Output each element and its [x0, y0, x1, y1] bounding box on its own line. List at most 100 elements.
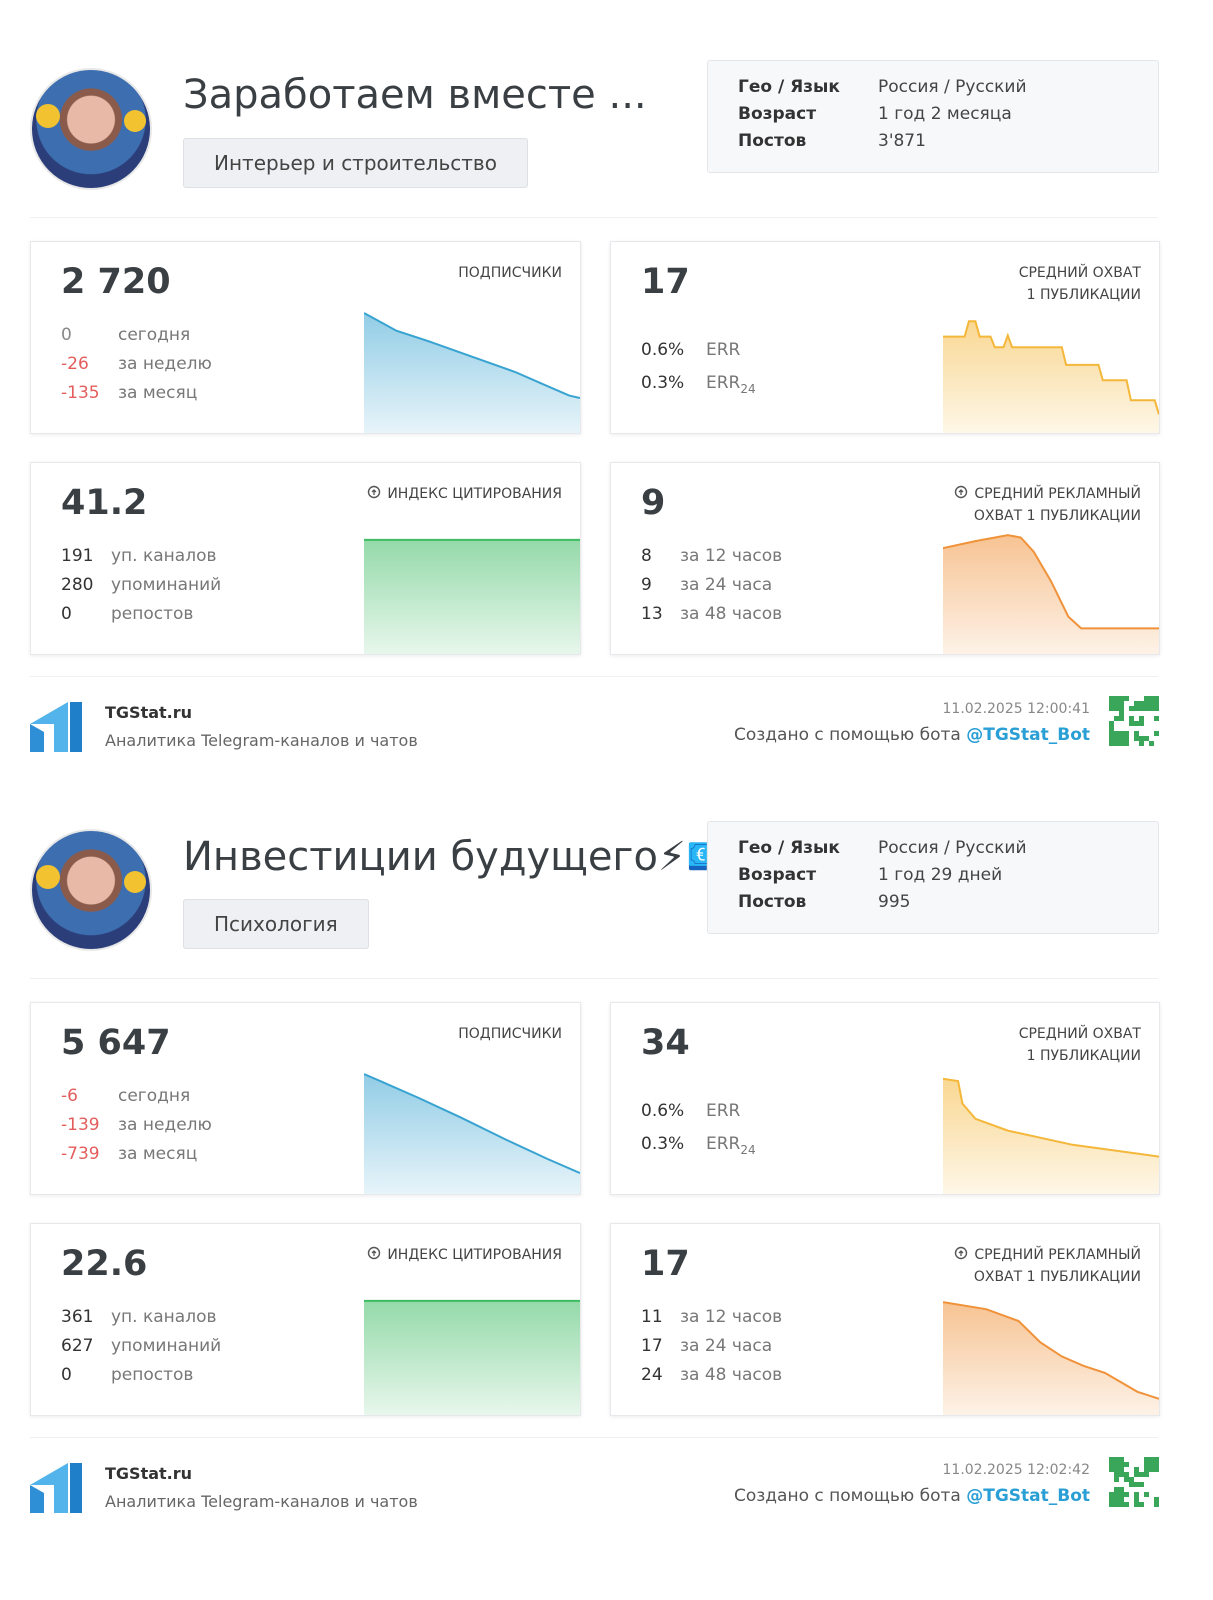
total: 17 — [641, 1244, 690, 1284]
logo-shape — [30, 702, 68, 752]
row-value: 0.3% — [641, 373, 685, 393]
qr-cell — [1139, 1472, 1144, 1477]
logo-shape — [30, 1463, 68, 1513]
qr-code — [1109, 1457, 1159, 1507]
qr-cell — [1114, 1472, 1119, 1477]
qr-cell — [1144, 736, 1149, 741]
card-label: СРЕДНИЙ РЕКЛАМНЫЙ ОХВАТ 1 ПУБЛИКАЦИИ — [954, 483, 1141, 527]
qr-cell — [1129, 1482, 1134, 1487]
qr-cell — [1134, 736, 1139, 741]
sparkline — [943, 1077, 1159, 1194]
qr-cell — [1124, 741, 1129, 746]
card-label: СРЕДНИЙ ОХВАТ 1 ПУБЛИКАЦИИ — [1019, 1023, 1141, 1067]
divider — [30, 1437, 1158, 1438]
info-label: Возраст — [738, 865, 817, 885]
row-label: за 12 часов — [680, 546, 783, 566]
row-label: за 24 часа — [680, 575, 773, 595]
row-label: за месяц — [118, 1144, 198, 1164]
sparkline-area — [364, 539, 580, 654]
qr-cell — [1134, 1502, 1139, 1507]
total: 17 — [641, 262, 690, 302]
tagline: Аналитика Telegram-каналов и чатов — [105, 1492, 418, 1511]
row-label: за 12 часов — [680, 1307, 783, 1327]
row-label: за неделю — [118, 354, 212, 374]
row-label: упоминаний — [111, 575, 222, 595]
info-label: Постов — [738, 131, 807, 151]
qr-cell — [1139, 701, 1144, 706]
brand: TGStat.ru — [105, 1464, 193, 1483]
qr-cell — [1114, 731, 1119, 736]
qr-cell — [1134, 731, 1139, 736]
card-label-line: ИНДЕКС ЦИТИРОВАНИЯ — [367, 1244, 562, 1266]
qr-cell — [1149, 701, 1154, 706]
logo-shape — [30, 724, 44, 752]
qr-cell — [1149, 1457, 1154, 1462]
qr-cell — [1134, 706, 1139, 711]
sparkline-area — [364, 313, 580, 433]
sparkline — [364, 312, 580, 433]
row-label: ERR24 — [706, 1134, 756, 1157]
card-label-line: СРЕДНИЙ РЕКЛАМНЫЙ — [954, 1244, 1141, 1266]
row-label: уп. каналов — [111, 546, 217, 566]
qr-cell — [1134, 721, 1139, 726]
row-label: ERR — [706, 340, 741, 360]
row-value: 0.6% — [641, 1101, 685, 1121]
credit: Создано с помощью бота @TGStat_Bot — [734, 1486, 1090, 1506]
logo-shape — [30, 1485, 44, 1513]
credit: Создано с помощью бота @TGStat_Bot — [734, 725, 1090, 745]
qr-cell — [1119, 1487, 1124, 1492]
card-label: СРЕДНИЙ РЕКЛАМНЫЙ ОХВАТ 1 ПУБЛИКАЦИИ — [954, 1244, 1141, 1288]
qr-cell — [1154, 701, 1159, 706]
ad_reach-card: 9 СРЕДНИЙ РЕКЛАМНЫЙ ОХВАТ 1 ПУБЛИКАЦИИ 8 за … — [610, 462, 1160, 655]
qr-cell — [1109, 1467, 1114, 1472]
qr-cell — [1139, 736, 1144, 741]
circle — [368, 485, 381, 499]
row-label: ERR — [706, 1101, 741, 1121]
logo-shape — [70, 1463, 82, 1513]
qr-cell — [1119, 1497, 1124, 1502]
row-label: репостов — [111, 604, 194, 624]
sparkline — [364, 1073, 580, 1194]
sparkline-area — [943, 1302, 1159, 1415]
card-label-line: СРЕДНИЙ ОХВАТ — [1018, 1026, 1141, 1042]
qr-cell — [1144, 706, 1149, 711]
total: 9 — [641, 483, 666, 523]
qr-cell — [1119, 1472, 1124, 1477]
total: 2 720 — [61, 262, 171, 302]
qr-cell — [1119, 701, 1124, 706]
qr-cell — [1119, 731, 1124, 736]
qr-cell — [1114, 1462, 1119, 1467]
qr-cell — [1139, 716, 1144, 721]
qr-cell — [1109, 706, 1114, 711]
citation-card: 22.6 ИНДЕКС ЦИТИРОВАНИЯ 361 уп. каналов 627 у… — [30, 1223, 581, 1416]
sparkline — [943, 320, 1159, 433]
sparkline-area — [943, 1078, 1159, 1194]
report: Инвестиции будущего⚡💶 Психология Гео / Язы… — [0, 761, 1213, 1522]
card-label: СРЕДНИЙ ОХВАТ 1 ПУБЛИКАЦИИ — [1019, 262, 1141, 306]
qr-cell — [1154, 716, 1159, 721]
qr-cell — [1134, 1467, 1139, 1472]
qr-cell — [1134, 701, 1139, 706]
qr-cell — [1149, 706, 1154, 711]
card-label: ПОДПИСЧИКИ — [458, 1023, 562, 1045]
path — [958, 1250, 964, 1256]
sparkline — [364, 538, 580, 654]
qr-cell — [1139, 1502, 1144, 1507]
qr-cell — [1109, 1462, 1114, 1467]
qr-cell — [1154, 1462, 1159, 1467]
card-label-line: СРЕДНИЙ ОХВАТ — [1018, 265, 1141, 281]
card-label-line: ОХВАТ 1 ПУБЛИКАЦИИ — [973, 508, 1141, 524]
sparkline — [943, 1301, 1159, 1415]
qr-cell — [1114, 1492, 1119, 1497]
qr-cell — [1124, 1492, 1129, 1497]
row-value: 0.3% — [641, 1134, 685, 1154]
subscribers-card: 5 647 ПОДПИСЧИКИ -6 сегодня -139 за неделю -73… — [30, 1002, 581, 1195]
qr-cell — [1109, 1492, 1114, 1497]
qr-cell — [1149, 696, 1154, 701]
sparkline-area — [364, 1300, 580, 1415]
qr-cell — [1144, 1472, 1149, 1477]
info-icon — [955, 485, 968, 499]
sparkline-line — [943, 1077, 1159, 1158]
category-badge: Интерьер и строительство — [183, 138, 528, 188]
total: 34 — [641, 1023, 690, 1063]
